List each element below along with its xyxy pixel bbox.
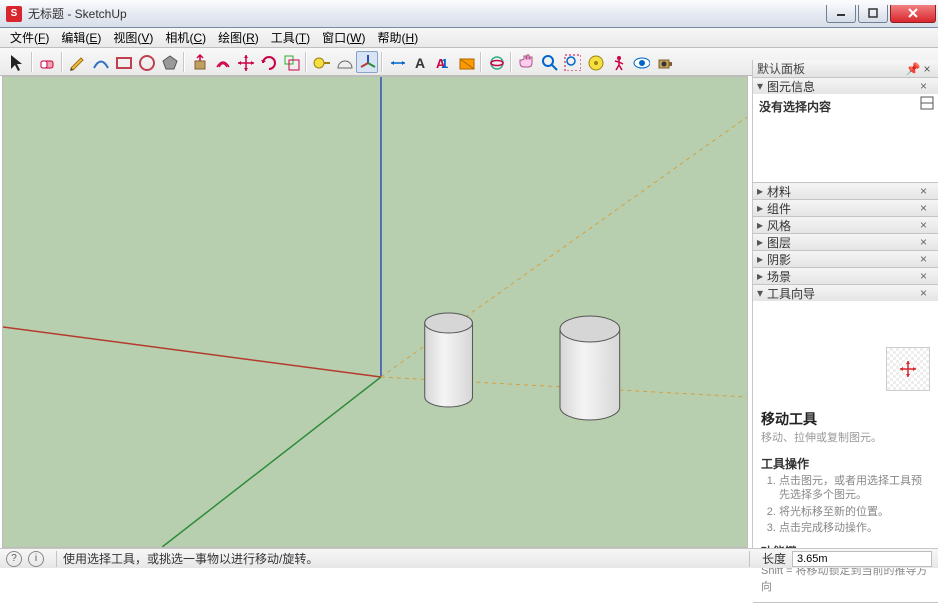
tool-pushpull[interactable] <box>188 51 210 73</box>
tray-header[interactable]: 默认面板 📌 × <box>753 60 938 78</box>
tool-dimension[interactable] <box>386 51 408 73</box>
default-tray: 默认面板 📌 × ▾ 图元信息 × 没有选择内容 ▸材料× ▸组件× ▸风格× … <box>752 60 938 548</box>
tool-scale[interactable] <box>280 51 302 73</box>
collapse-icon: ▸ <box>757 235 767 249</box>
instructor-ops-head: 工具操作 <box>761 455 930 472</box>
toggle-details-icon[interactable] <box>920 96 934 110</box>
tool-offset[interactable] <box>211 51 233 73</box>
info-icon[interactable]: i <box>28 551 44 567</box>
tool-text[interactable]: A <box>409 51 431 73</box>
tool-move[interactable] <box>234 51 256 73</box>
svg-text:1: 1 <box>441 56 448 71</box>
section-close-icon[interactable]: × <box>920 235 934 249</box>
menu-edit[interactable]: 编辑(E) <box>55 28 107 47</box>
pin-icon[interactable]: 📌 <box>906 62 920 76</box>
list-item: 将光标移至新的位置。 <box>779 505 930 519</box>
titlebar: S 无标题 - SketchUp <box>0 0 938 28</box>
tool-pencil[interactable] <box>66 51 88 73</box>
measurement-value[interactable]: 3.65m <box>792 551 932 567</box>
collapse-icon: ▸ <box>757 218 767 232</box>
section-close-icon[interactable]: × <box>920 184 934 198</box>
window-title: 无标题 - SketchUp <box>28 5 127 22</box>
section-entity-info: ▾ 图元信息 × 没有选择内容 <box>753 78 938 183</box>
section-close-icon[interactable]: × <box>920 252 934 266</box>
tool-axes[interactable] <box>356 51 378 73</box>
work-area <box>2 76 748 548</box>
instructor-title: 移动工具 <box>761 409 930 429</box>
menu-file[interactable]: 文件(F) <box>4 28 55 47</box>
tool-preview <box>886 347 930 391</box>
menu-help[interactable]: 帮助(H) <box>372 28 425 47</box>
list-item: 点击完成移动操作。 <box>779 521 930 535</box>
tool-pan[interactable] <box>515 51 537 73</box>
menu-camera[interactable]: 相机(C) <box>159 28 212 47</box>
tool-rectangle[interactable] <box>112 51 134 73</box>
instructor-ops-list: 点击图元，或者用选择工具预先选择多个图元。将光标移至新的位置。点击完成移动操作。 <box>761 474 930 535</box>
tool-protractor[interactable] <box>333 51 355 73</box>
section-materials: ▸材料× <box>753 183 938 200</box>
tool-rotate[interactable] <box>257 51 279 73</box>
tool-section[interactable] <box>455 51 477 73</box>
instructor-subtitle: 移动、拉伸或复制图元。 <box>761 429 930 445</box>
section-shadows: ▸阴影× <box>753 251 938 268</box>
section-components: ▸组件× <box>753 200 938 217</box>
tool-zoom-extents[interactable] <box>561 51 583 73</box>
svg-text:A: A <box>415 55 425 71</box>
section-close-icon[interactable]: × <box>920 286 934 300</box>
tool-select-arrow[interactable] <box>6 51 28 73</box>
measurement-label: 长度 <box>756 550 792 567</box>
tray-title: 默认面板 <box>757 60 906 77</box>
maximize-button[interactable] <box>858 5 888 23</box>
menu-window[interactable]: 窗口(W) <box>316 28 371 47</box>
tool-position-camera[interactable] <box>653 51 675 73</box>
collapse-icon: ▸ <box>757 252 767 266</box>
section-close-icon[interactable]: × <box>920 218 934 232</box>
list-item: 点击图元，或者用选择工具预先选择多个图元。 <box>779 474 930 503</box>
section-header-entity[interactable]: ▾ 图元信息 × <box>753 78 938 94</box>
tool-prev-view[interactable] <box>584 51 606 73</box>
app-icon: S <box>6 6 22 22</box>
help-icon[interactable]: ? <box>6 551 22 567</box>
tool-circle[interactable] <box>135 51 157 73</box>
minimize-button[interactable] <box>826 5 856 23</box>
expand-icon: ▾ <box>757 79 767 93</box>
collapse-icon: ▸ <box>757 201 767 215</box>
section-layers: ▸图层× <box>753 234 938 251</box>
menubar: 文件(F) 编辑(E) 视图(V) 相机(C) 绘图(R) 工具(T) 窗口(W… <box>0 28 938 48</box>
menu-tools[interactable]: 工具(T) <box>265 28 316 47</box>
section-close-icon[interactable]: × <box>920 269 934 283</box>
section-styles: ▸风格× <box>753 217 938 234</box>
section-close-icon[interactable]: × <box>920 79 934 93</box>
viewport-3d[interactable] <box>3 77 747 547</box>
status-hint: 使用选择工具，或挑选一事物以进行移动/旋转。 <box>63 550 743 567</box>
tool-lookaround[interactable] <box>630 51 652 73</box>
section-header-instructor[interactable]: ▾ 工具向导 × <box>753 285 938 301</box>
tray-close-icon[interactable]: × <box>920 62 934 76</box>
menu-draw[interactable]: 绘图(R) <box>212 28 265 47</box>
section-close-icon[interactable]: × <box>920 201 934 215</box>
expand-icon: ▾ <box>757 286 767 300</box>
tool-zoom[interactable] <box>538 51 560 73</box>
tool-arc[interactable] <box>89 51 111 73</box>
tool-tape[interactable] <box>310 51 332 73</box>
menu-view[interactable]: 视图(V) <box>107 28 159 47</box>
window-buttons <box>824 5 936 23</box>
close-button[interactable] <box>890 5 936 23</box>
tool-walk[interactable] <box>607 51 629 73</box>
entity-info-message: 没有选择内容 <box>759 100 831 114</box>
collapse-icon: ▸ <box>757 184 767 198</box>
status-bar: ? i 使用选择工具，或挑选一事物以进行移动/旋转。 长度 3.65m <box>0 548 938 568</box>
tool-eraser[interactable] <box>36 51 58 73</box>
tool-polygon[interactable] <box>158 51 180 73</box>
collapse-icon: ▸ <box>757 269 767 283</box>
tool-3dtext[interactable]: A1 <box>432 51 454 73</box>
tool-orbit[interactable] <box>485 51 507 73</box>
section-scenes: ▸场景× <box>753 268 938 285</box>
